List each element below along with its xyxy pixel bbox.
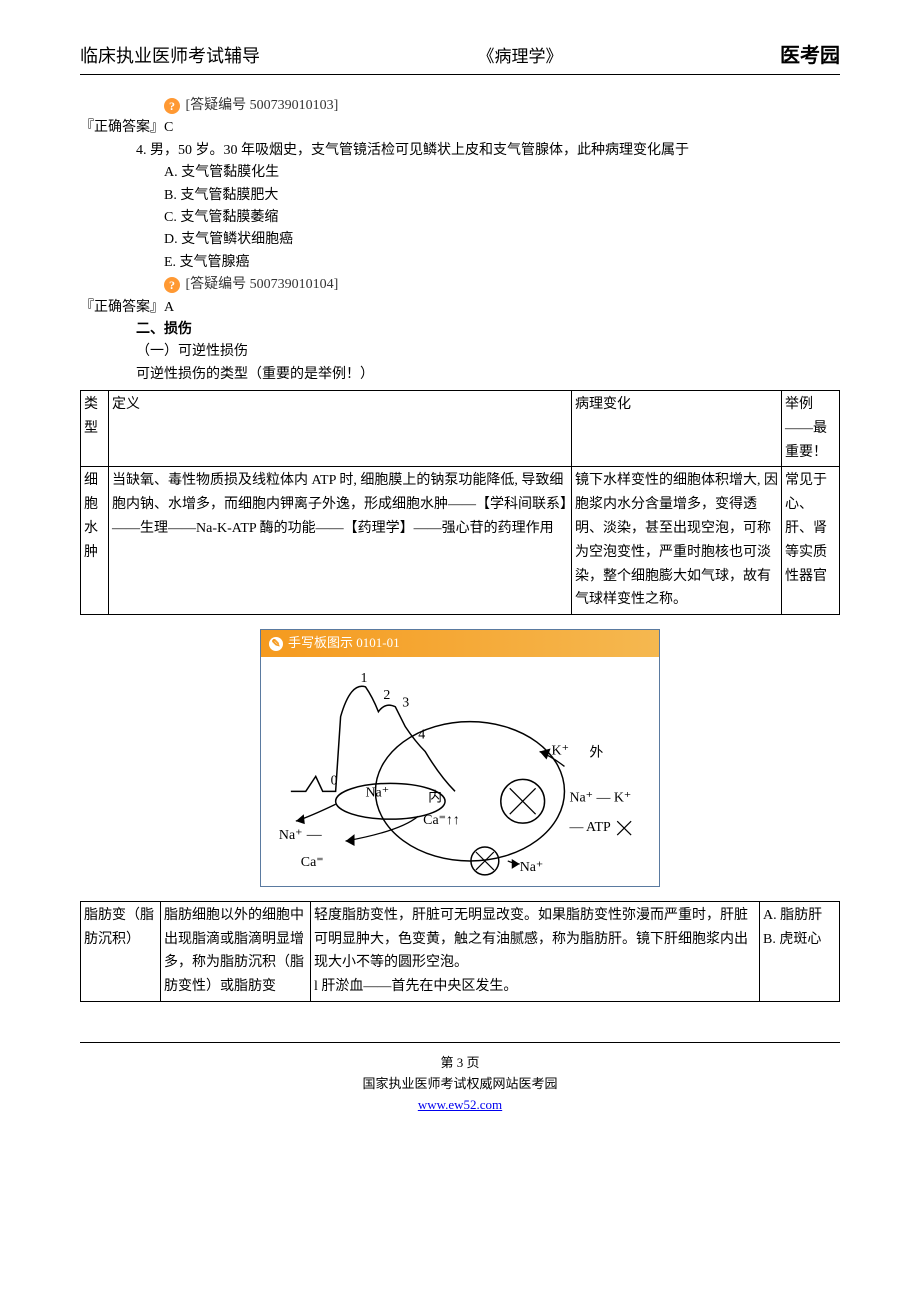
table-1: 类型 定义 病理变化 举例——最重要！ 细胞水肿 当缺氧、毒性物质损及线粒体内 … [80, 390, 840, 615]
label-nei: 内 [428, 789, 442, 805]
question-mark-icon: ? [164, 277, 180, 293]
q3-code: ? [答疑编号 500739010103] [80, 95, 840, 117]
cell-diagram: 1 2 3 4 0 Na⁺ Na⁺ — Ca⁼ 内 Ca⁼↑↑ Na⁺ K⁺ [261, 657, 659, 886]
footer-site-text: 国家执业医师考试权威网站医考园 [80, 1074, 840, 1095]
label-0: 0 [331, 773, 338, 788]
td-type: 细胞水肿 [81, 467, 109, 615]
section-intro: 可逆性损伤的类型（重要的是举例！） [80, 364, 840, 386]
q4-option-c: C. 支气管黏膜萎缩 [80, 207, 840, 229]
q4-option-b: B. 支气管黏膜肥大 [80, 185, 840, 207]
subsection-1: （一）可逆性损伤 [80, 341, 840, 363]
td-example: A. 脂肪肝 B. 虎斑心 [760, 901, 840, 1001]
td-definition: 脂肪细胞以外的细胞中出现脂滴或脂滴明显增多，称为脂肪沉积（脂肪变性）或脂肪变 [161, 901, 311, 1001]
q3-code-text: [答疑编号 500739010103] [186, 98, 339, 113]
section-title: 二、损伤 [80, 319, 840, 341]
label-wai: 外 [589, 745, 603, 761]
label-nak: Na⁺ — K⁺ [569, 790, 631, 805]
diagram-container: ✎ 手写板图示 0101-01 1 2 3 4 0 Na⁺ Na⁺ [260, 629, 660, 887]
q4-option-e: E. 支气管腺癌 [80, 252, 840, 274]
td-pathology: 镜下水样变性的细胞体积增大, 因胞浆内水分含量增多，变得透明、淡染，甚至出现空泡… [572, 467, 782, 615]
td-definition: 当缺氧、毒性物质损及线粒体内 ATP 时, 细胞膜上的钠泵功能降低, 导致细胞内… [109, 467, 572, 615]
header-left: 临床执业医师考试辅导 [80, 42, 260, 71]
label-ca-left: Ca⁼ [301, 855, 324, 870]
q4-code-text: [答疑编号 500739010104] [186, 277, 339, 292]
label-2: 2 [383, 688, 390, 703]
th-pathology: 病理变化 [572, 391, 782, 467]
page-header: 临床执业医师考试辅导 《病理学》 医考园 [80, 40, 840, 75]
header-center: 《病理学》 [478, 43, 563, 70]
table-2: 脂肪变（脂肪沉积） 脂肪细胞以外的细胞中出现脂滴或脂滴明显增多，称为脂肪沉积（脂… [80, 901, 840, 1002]
table-row: 脂肪变（脂肪沉积） 脂肪细胞以外的细胞中出现脂滴或脂滴明显增多，称为脂肪沉积（脂… [81, 901, 840, 1001]
table-row: 类型 定义 病理变化 举例——最重要！ [81, 391, 840, 467]
label-1: 1 [361, 671, 368, 686]
label-minus-1: — [306, 827, 323, 843]
td-pathology: 轻度脂肪变性，肝脏可无明显改变。如果脂肪变性弥漫而严重时，肝脏可明显肿大，色变黄… [311, 901, 760, 1001]
th-example: 举例——最重要！ [782, 391, 840, 467]
td-example: 常见于心、肝、肾等实质性器官 [782, 467, 840, 615]
page-footer: 第 3 页 国家执业医师考试权威网站医考园 www.ew52.com [80, 1042, 840, 1115]
header-right: 医考园 [780, 40, 840, 72]
label-atp: — ATP [568, 820, 611, 835]
q4-answer: 『正确答案』A [80, 297, 840, 319]
label-k: K⁺ [552, 744, 569, 759]
label-na-in: Na⁺ [365, 785, 389, 800]
question-mark-icon: ? [164, 98, 180, 114]
diagram-header: ✎ 手写板图示 0101-01 [261, 630, 659, 657]
q3-answer: 『正确答案』C [80, 117, 840, 139]
label-na-left: Na⁺ [279, 828, 303, 843]
label-na-out: Na⁺ [520, 860, 544, 875]
q4-code: ? [答疑编号 500739010104] [80, 274, 840, 296]
q4-option-d: D. 支气管鳞状细胞癌 [80, 229, 840, 251]
table-row: 细胞水肿 当缺氧、毒性物质损及线粒体内 ATP 时, 细胞膜上的钠泵功能降低, … [81, 467, 840, 615]
diagram-title: 手写板图示 0101-01 [288, 633, 400, 654]
th-type: 类型 [81, 391, 109, 467]
label-3: 3 [402, 696, 409, 711]
page-number: 第 3 页 [80, 1053, 840, 1074]
label-ca-in: Ca⁼↑↑ [423, 813, 460, 828]
td-type: 脂肪变（脂肪沉积） [81, 901, 161, 1001]
footer-link[interactable]: www.ew52.com [418, 1097, 502, 1112]
q4-option-a: A. 支气管黏膜化生 [80, 162, 840, 184]
q4-stem: 4. 男，50 岁。30 年吸烟史，支气管镜活检可见鳞状上皮和支气管腺体，此种病… [80, 140, 840, 162]
pencil-icon: ✎ [269, 637, 283, 651]
th-definition: 定义 [109, 391, 572, 467]
